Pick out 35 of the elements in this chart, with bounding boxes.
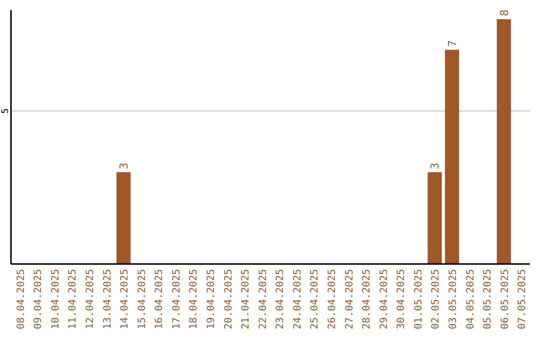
x-tick-label: 07.05.2025	[517, 269, 528, 330]
data-label: 3	[428, 162, 442, 170]
x-tick-label: 22.04.2025	[258, 269, 269, 330]
x-tick-label: 13.04.2025	[102, 269, 114, 330]
data-label: 7	[446, 40, 460, 47]
x-tick-label: 20.04.2025	[223, 269, 234, 330]
x-tick-label: 28.04.2025	[362, 269, 373, 330]
x-tick-label: 16.04.2025	[154, 269, 166, 330]
x-tick-label: 26.04.2025	[327, 269, 338, 330]
y-tick-label: 5	[1, 108, 11, 114]
x-tick-label: 08.04.2025	[16, 269, 27, 330]
x-tick-label: 19.04.2025	[206, 269, 217, 330]
x-tick-label: 01.05.2025	[413, 269, 424, 330]
x-tick-label: 25.04.2025	[310, 269, 321, 330]
x-tick-label: 04.05.2025	[465, 269, 476, 330]
x-tick-label: 27.04.2025	[344, 269, 356, 330]
x-tick-label: 14.04.2025	[120, 269, 131, 330]
x-tick-label: 17.04.2025	[171, 269, 182, 330]
x-tick-label: 05.05.2025	[482, 269, 494, 330]
x-tick-label: 23.04.2025	[275, 269, 286, 330]
x-tick-label: 10.04.2025	[50, 269, 62, 330]
x-tick-label: 09.04.2025	[33, 269, 44, 330]
x-tick-label: 29.04.2025	[378, 269, 390, 330]
x-tick-label: 06.05.2025	[500, 269, 511, 330]
x-tick-label: 03.05.2025	[448, 269, 460, 330]
x-tick-label: 18.04.2025	[188, 269, 200, 330]
x-tick-label: 21.04.2025	[240, 269, 252, 330]
x-tick-label: 11.04.2025	[68, 269, 79, 330]
x-tick-label: 30.04.2025	[396, 269, 408, 330]
data-label: 8	[498, 10, 511, 16]
x-tick-label: 24.04.2025	[292, 269, 304, 330]
x-tick-label: 12.04.2025	[84, 269, 96, 330]
x-tick-label: 02.05.2025	[430, 269, 442, 330]
data-label: 3	[118, 162, 131, 170]
x-tick-label: 15.04.2025	[136, 269, 148, 330]
